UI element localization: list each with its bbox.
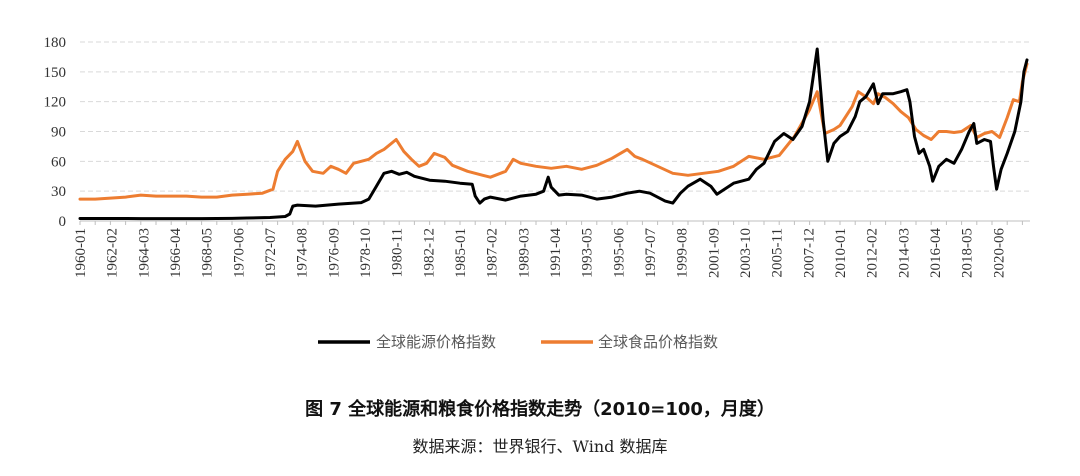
legend: 全球能源价格指数 全球食品价格指数 bbox=[318, 333, 718, 351]
y-tick-label: 0 bbox=[59, 214, 67, 230]
x-tick-label: 2016-04 bbox=[928, 228, 944, 278]
x-tick-label: 2003-10 bbox=[738, 228, 754, 278]
y-tick-label: 60 bbox=[51, 154, 66, 170]
y-tick-label: 30 bbox=[51, 184, 66, 200]
x-tick-label: 2007-12 bbox=[801, 228, 817, 278]
x-tick-label: 1997-07 bbox=[643, 228, 659, 278]
x-tick-label: 1966-04 bbox=[168, 228, 184, 278]
x-tick-label: 1987-02 bbox=[485, 228, 501, 278]
x-tick-label: 1962-02 bbox=[105, 228, 121, 278]
x-tick-label: 1985-01 bbox=[453, 228, 469, 278]
x-tick-label: 1999-08 bbox=[675, 228, 691, 278]
x-tick-label: 1978-10 bbox=[358, 228, 374, 278]
x-tick-label: 2012-02 bbox=[865, 228, 881, 278]
x-tick-label: 2005-11 bbox=[770, 228, 786, 277]
y-tick-label: 180 bbox=[44, 35, 67, 51]
x-tick-label: 1960-01 bbox=[73, 228, 89, 278]
y-tick-label: 150 bbox=[44, 65, 67, 81]
x-tick-label: 1993-05 bbox=[580, 228, 596, 278]
x-tick-label: 1972-07 bbox=[263, 228, 279, 278]
x-tick-label: 2014-03 bbox=[896, 228, 912, 278]
x-tick-label: 2001-09 bbox=[706, 228, 722, 278]
y-tick-label: 90 bbox=[51, 125, 66, 141]
figure-caption: 图 7 全球能源和粮食价格指数走势（2010=100，月度） bbox=[305, 399, 775, 420]
x-tick-label: 1982-12 bbox=[421, 228, 437, 278]
series-line-energy bbox=[78, 47, 1029, 221]
x-tick-label: 1970-06 bbox=[231, 228, 247, 278]
x-tick-label: 2020-06 bbox=[991, 228, 1007, 278]
x-tick-label: 1974-08 bbox=[295, 228, 311, 278]
x-tick-label: 1995-06 bbox=[611, 228, 627, 278]
series-lines bbox=[78, 47, 1029, 221]
series-line-food bbox=[78, 62, 1029, 201]
x-tick-label: 2010-01 bbox=[833, 228, 849, 278]
legend-label-energy: 全球能源价格指数 bbox=[376, 333, 496, 351]
legend-label-food: 全球食品价格指数 bbox=[598, 333, 718, 351]
x-tick-label: 1968-05 bbox=[200, 228, 216, 278]
x-tick-label: 1976-09 bbox=[326, 228, 342, 278]
figure-source: 数据来源：世界银行、Wind 数据库 bbox=[412, 437, 668, 456]
line-chart: 0 30 60 90 120 150 180 1960-01 1962-02 1964-03 196… bbox=[44, 35, 1030, 351]
y-tick-label: 120 bbox=[44, 95, 67, 111]
axes: 0 30 60 90 120 150 180 1960-01 1962-02 1964-03 196… bbox=[44, 35, 1030, 278]
x-tick-label: 1991-04 bbox=[548, 228, 564, 278]
x-tick-label: 1989-03 bbox=[516, 228, 532, 278]
x-tick-label: 2018-05 bbox=[960, 228, 976, 278]
x-tick-label: 1964-03 bbox=[136, 228, 152, 278]
x-tick-label: 1980-11 bbox=[390, 228, 406, 277]
